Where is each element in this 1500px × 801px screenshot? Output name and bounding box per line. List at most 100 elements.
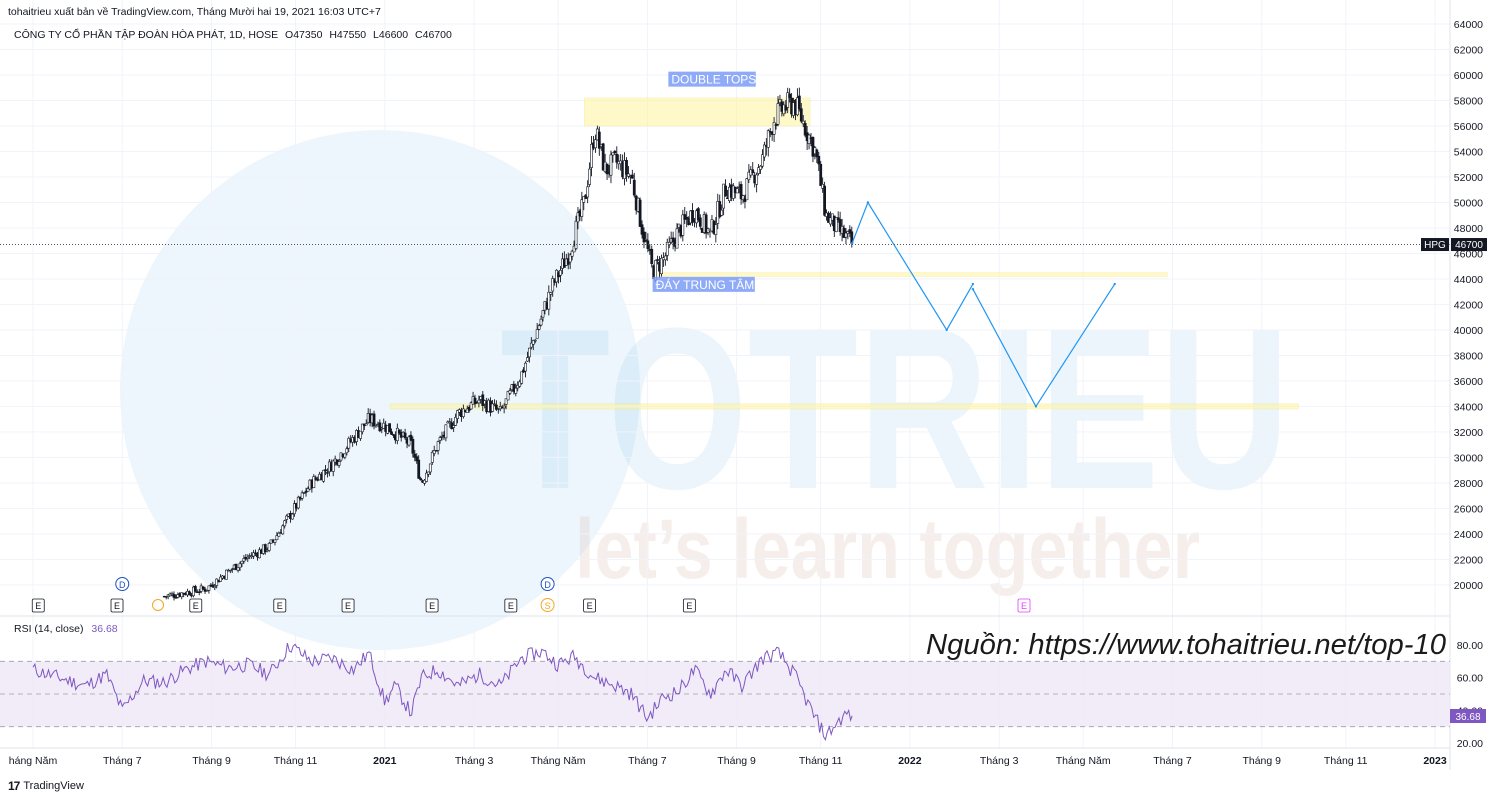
candle-body <box>815 149 819 158</box>
rsi-header[interactable]: RSI (14, close) 36.68 <box>14 623 118 635</box>
rsi-pane[interactable] <box>0 642 1450 741</box>
candle-body <box>417 459 421 479</box>
candle-body <box>281 525 285 535</box>
candle-body <box>761 154 764 167</box>
candle-body <box>444 424 448 439</box>
candle-body <box>436 441 440 451</box>
tradingview-logo[interactable]: 17 TradingView <box>8 779 84 793</box>
candle-body <box>207 585 211 591</box>
candle-body <box>360 423 364 433</box>
projection-point <box>971 287 975 291</box>
split-marker-partial[interactable] <box>152 599 164 611</box>
time-tick-label: 2023 <box>1423 755 1447 767</box>
split-marker[interactable] <box>540 598 555 612</box>
candle-body <box>696 208 700 221</box>
candle-body <box>630 174 634 179</box>
candle-body <box>347 438 351 449</box>
candle-body <box>739 184 743 200</box>
ohlc-low: L46600 <box>373 29 409 41</box>
candle-body <box>193 586 197 592</box>
candle-body <box>254 552 257 554</box>
candle-body <box>238 563 242 568</box>
rsi-current-value: 36.68 <box>91 623 118 635</box>
time-axis[interactable]: háng Năm Tháng 7 Tháng 9 Tháng 11 2021 Tháng … <box>9 755 1447 767</box>
rsi-tick-label: 20.00 <box>1457 738 1483 750</box>
candle-body <box>388 423 391 433</box>
annotation-bg <box>652 276 755 292</box>
time-tick-label: Tháng 11 <box>274 755 318 767</box>
candle-body <box>283 520 287 527</box>
time-tick-label: Tháng 7 <box>628 755 667 767</box>
earnings-marker[interactable] <box>189 598 203 613</box>
price-axis[interactable]: 20000 22000 24000 26000 28000 30000 32000 34000… <box>1454 19 1483 592</box>
time-tick-label: Tháng 11 <box>799 755 843 767</box>
projection-leg-1 <box>851 201 974 332</box>
candle-body <box>285 515 289 520</box>
candle-body <box>772 122 776 135</box>
candle-body <box>605 163 609 175</box>
candle-body <box>747 171 751 180</box>
candle-body <box>440 436 444 438</box>
time-tick-label: Tháng 9 <box>192 755 231 767</box>
tradingview-logo-icon: 17 <box>8 779 20 793</box>
candle-body <box>343 453 347 458</box>
candle-body <box>263 544 267 553</box>
earnings-marker[interactable] <box>273 598 287 613</box>
symbol-header: CÔNG TY CỔ PHẦN TẬP ĐOÀN HÒA PHÁT, 1D, H… <box>14 29 452 41</box>
candle-body <box>407 436 411 446</box>
projection-path <box>850 201 1116 408</box>
candle-body <box>609 154 613 176</box>
candle-body <box>504 398 508 405</box>
price-tick-label: 30000 <box>1454 452 1483 464</box>
candle-body <box>314 477 318 480</box>
earnings-marker-label: E <box>686 601 692 611</box>
candle-body <box>529 342 533 348</box>
candle-body <box>665 242 669 256</box>
candle-body <box>611 152 615 156</box>
ohlc-close: C46700 <box>415 29 452 41</box>
candle-body <box>834 217 838 232</box>
price-tick-label: 34000 <box>1454 401 1483 413</box>
candle-body <box>745 178 749 201</box>
candle-body <box>456 410 459 419</box>
candle-body <box>520 371 524 384</box>
earnings-marker[interactable] <box>504 598 518 613</box>
projection-point <box>1113 282 1116 286</box>
candle-body <box>801 120 805 125</box>
dividend-marker[interactable] <box>115 577 130 591</box>
candle-body <box>170 593 174 595</box>
earnings-marker[interactable] <box>583 598 596 613</box>
candle-body <box>541 310 545 318</box>
candle-body <box>632 179 636 196</box>
earnings-marker[interactable] <box>682 598 696 613</box>
candle-body <box>751 169 755 173</box>
candle-body <box>188 591 191 596</box>
dividend-marker[interactable] <box>540 577 555 591</box>
candle-body <box>419 478 423 481</box>
source-note: Nguồn: https://www.tohaitrieu.net/top-10 <box>926 629 1446 661</box>
candle-body <box>481 394 485 406</box>
candle-body <box>326 472 329 474</box>
earnings-marker[interactable] <box>110 598 124 613</box>
candle-body <box>704 214 708 234</box>
time-tick-label: Tháng 11 <box>1324 755 1368 767</box>
future-earnings-marker[interactable] <box>1017 598 1031 613</box>
candle-body <box>359 430 362 439</box>
earnings-marker-label: E <box>587 601 593 611</box>
earnings-marker[interactable] <box>31 598 45 613</box>
candle-body <box>174 597 178 599</box>
earnings-marker[interactable] <box>341 598 355 613</box>
time-tick-label: Tháng 9 <box>717 755 756 767</box>
candle-body <box>698 217 702 227</box>
earnings-marker[interactable] <box>425 598 439 613</box>
candle-body <box>506 391 510 401</box>
candle-body <box>331 460 335 472</box>
candle-body <box>201 586 205 590</box>
price-zone <box>389 403 1299 410</box>
candle-body <box>586 186 590 198</box>
candle-body <box>252 552 256 557</box>
candle-body <box>452 425 456 428</box>
symbol-label: HPG <box>1424 240 1446 251</box>
